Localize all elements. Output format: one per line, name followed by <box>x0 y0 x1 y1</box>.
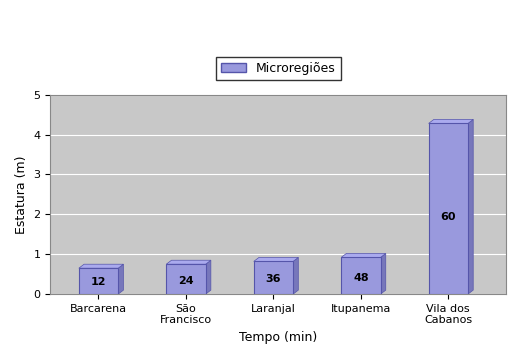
Polygon shape <box>341 253 386 257</box>
Text: 48: 48 <box>353 272 369 283</box>
Polygon shape <box>166 260 211 264</box>
Polygon shape <box>79 264 123 268</box>
Bar <box>79 268 118 294</box>
Text: 60: 60 <box>441 212 456 222</box>
Polygon shape <box>254 257 299 261</box>
Polygon shape <box>380 253 386 294</box>
Polygon shape <box>293 257 299 294</box>
Polygon shape <box>468 120 473 294</box>
Bar <box>429 123 468 294</box>
Polygon shape <box>206 260 211 294</box>
Text: 12: 12 <box>91 278 106 288</box>
Text: 24: 24 <box>178 276 194 286</box>
Bar <box>166 264 206 294</box>
Legend: Microregiões: Microregiões <box>216 57 341 80</box>
Polygon shape <box>429 120 473 123</box>
Y-axis label: Estatura (m): Estatura (m) <box>15 155 28 234</box>
Bar <box>341 257 380 294</box>
Polygon shape <box>118 264 123 294</box>
Bar <box>254 261 293 294</box>
X-axis label: Tempo (min): Tempo (min) <box>239 331 317 344</box>
Text: 36: 36 <box>266 274 281 284</box>
